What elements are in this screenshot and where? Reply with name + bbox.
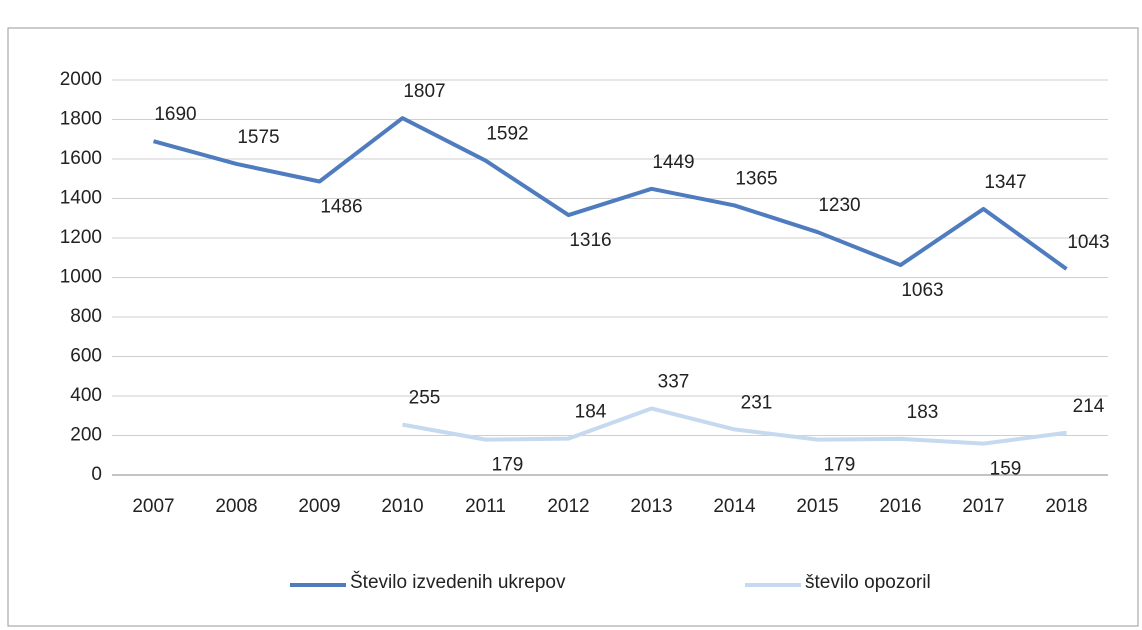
x-tick-label: 2010 <box>381 496 423 517</box>
y-tick-label: 0 <box>91 464 102 485</box>
data-label: 337 <box>658 371 690 392</box>
x-tick-label: 2016 <box>879 496 921 517</box>
x-tick-label: 2013 <box>630 496 672 517</box>
chart-frame <box>7 27 1139 627</box>
data-label: 1230 <box>818 195 860 216</box>
data-label: 1043 <box>1067 232 1109 253</box>
y-tick-label: 1600 <box>60 148 102 169</box>
data-label: 1063 <box>901 280 943 301</box>
y-tick-label: 800 <box>70 306 102 327</box>
y-tick-label: 2000 <box>60 69 102 90</box>
x-tick-label: 2018 <box>1045 496 1087 517</box>
x-tick-label: 2007 <box>132 496 174 517</box>
data-label: 183 <box>907 402 939 423</box>
series-line <box>152 116 1068 271</box>
data-label: 1575 <box>237 127 279 148</box>
y-tick-label: 1400 <box>60 188 102 209</box>
x-tick-label: 2015 <box>796 496 838 517</box>
x-tick-label: 2012 <box>547 496 589 517</box>
x-tick-label: 2017 <box>962 496 1004 517</box>
legend-label: število opozoril <box>805 572 931 593</box>
y-tick-label: 1200 <box>60 227 102 248</box>
data-label: 1690 <box>154 104 196 125</box>
series-line <box>402 406 1067 446</box>
data-label: 184 <box>575 402 607 423</box>
data-label: 1592 <box>486 124 528 145</box>
data-label: 255 <box>409 388 441 409</box>
y-tick-label: 600 <box>70 346 102 367</box>
data-label: 1486 <box>320 197 362 218</box>
data-label: 214 <box>1073 396 1105 417</box>
data-label: 1807 <box>403 81 445 102</box>
data-label: 159 <box>990 459 1022 480</box>
data-label: 1449 <box>652 152 694 173</box>
data-label: 1316 <box>569 230 611 251</box>
x-tick-label: 2014 <box>713 496 756 517</box>
x-tick-label: 2008 <box>215 496 257 517</box>
legend-label: Število izvedenih ukrepov <box>350 571 566 593</box>
y-tick-label: 1000 <box>60 267 102 288</box>
data-label: 1347 <box>984 172 1026 193</box>
data-label: 231 <box>741 392 773 413</box>
x-tick-label: 2009 <box>298 496 340 517</box>
data-label: 1365 <box>735 168 777 189</box>
data-label: 179 <box>824 455 856 476</box>
y-tick-label: 400 <box>70 385 102 406</box>
y-tick-label: 200 <box>70 425 102 446</box>
y-tick-label: 1800 <box>60 109 102 130</box>
data-label: 179 <box>492 455 524 476</box>
x-tick-label: 2011 <box>465 496 506 517</box>
